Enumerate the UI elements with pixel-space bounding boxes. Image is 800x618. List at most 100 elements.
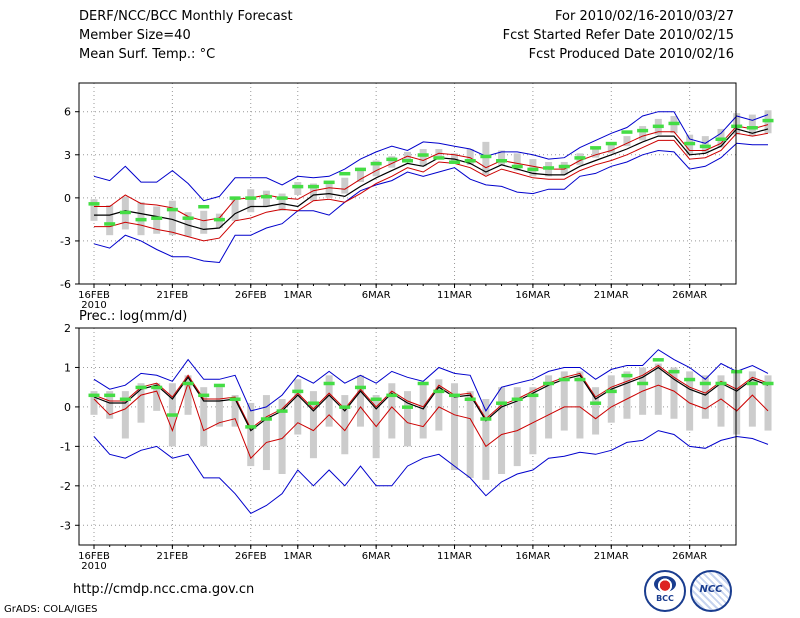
climatology-marker [731,369,743,374]
x-tick-label: 11MAR [437,290,472,301]
spread-box [560,161,568,175]
spread-box [325,375,333,427]
climatology-marker [182,381,194,386]
climatology-marker [574,377,586,382]
series-line-member-upper [93,364,769,430]
spread-box [451,383,459,471]
bcc-logo: BCC [644,570,686,612]
spread-box [435,379,443,431]
spread-box [733,371,741,435]
spread-box [247,189,255,213]
climatology-marker [276,196,288,200]
climatology-marker [621,130,633,134]
variable-label: Mean Surf. Temp.: °C [79,47,216,62]
climatology-marker [276,409,288,413]
spread-box [325,182,333,198]
spread-box [498,387,506,474]
climatology-marker [543,381,555,386]
spread-box [654,363,662,415]
x-tick-label: 16FEB [78,290,110,301]
spread-box [200,387,208,447]
climatology-marker [323,180,335,185]
climatology-marker [402,405,413,409]
climatology-marker [119,397,131,402]
climatology-marker [558,377,570,382]
forecast-period: For 2010/02/16-2010/03/27 [555,9,734,24]
grads-credit: GrADS: COLA/IGES [4,604,98,615]
spread-box [466,391,474,478]
climatology-marker [260,194,272,199]
spread-box [639,126,647,141]
climatology-marker [88,202,100,206]
x-tick-label: 26FEB [235,551,267,562]
spread-box [545,375,553,439]
spread-box [309,183,317,201]
spread-box [184,375,192,415]
climatology-marker [88,393,100,398]
spread-box [168,200,176,236]
spread-box [592,387,600,435]
spread-box [498,150,506,165]
spread-box [184,212,192,237]
spread-box [90,391,98,415]
y-tick-label: 0 [64,192,71,205]
climatology-marker [715,137,727,141]
spread-box [341,177,349,194]
spread-box [247,402,255,467]
climatology-marker [511,164,523,169]
series-line-extreme-upper [93,349,769,412]
ncc-logo-text: NCC [699,584,723,595]
climatology-marker [182,216,194,220]
climatology-marker [480,154,492,159]
bcc-emblem-icon [654,576,676,592]
climatology-marker [449,393,461,398]
climatology-marker [511,397,523,402]
spread-box [388,156,396,168]
spread-box [372,160,380,177]
started-date: Fcst Started Refer Date 2010/02/15 [502,28,734,43]
x-tick-label: 21MAR [594,551,629,562]
climatology-marker [104,222,116,226]
climatology-marker [229,397,241,402]
y-tick-label: -3 [60,519,71,532]
climatology-marker [574,156,586,160]
spread-box [153,206,161,234]
spread-box [529,387,537,455]
spread-box [231,196,239,221]
x-tick-label: 21FEB [157,551,189,562]
climatology-marker [527,167,539,172]
x-year-label: 2010 [81,300,106,311]
climatology-marker [637,381,649,386]
spread-box [748,114,756,137]
climatology-marker [292,184,304,189]
x-tick-label: 16MAR [515,551,550,562]
x-tick-label: 26MAR [672,551,707,562]
climatology-marker [699,144,711,149]
spread-box [576,371,584,439]
climatology-marker [151,385,163,390]
site-url-link[interactable]: http://cmdp.ncc.cma.gov.cn [73,582,255,597]
climatology-marker [213,217,225,222]
spread-box [137,383,145,423]
climatology-marker [229,196,241,200]
spread-box [717,375,725,427]
climatology-marker [307,184,319,189]
member-size: Member Size=40 [79,28,191,43]
spread-box [764,375,772,431]
spread-box [278,193,286,211]
climatology-marker [386,393,398,398]
climatology-marker [323,381,335,386]
y-tick-label: 6 [64,106,71,119]
climatology-marker [652,358,664,362]
x-tick-label: 1MAR [283,551,312,562]
chart-temperature: 16FEB 21FEB 26FEB 1MAR 6MAR 11MAR 16MAR 21MAR 26… [60,82,774,311]
climatology-marker [339,171,351,176]
climatology-marker [762,118,774,123]
y-tick-label: 0 [64,401,71,414]
spread-box [513,153,521,171]
climatology-marker [637,128,649,133]
spread-box [309,391,317,459]
precip-axis-label: Prec.: log(mm/d) [79,309,188,324]
spread-box [733,113,741,135]
climatology-marker [746,126,758,130]
